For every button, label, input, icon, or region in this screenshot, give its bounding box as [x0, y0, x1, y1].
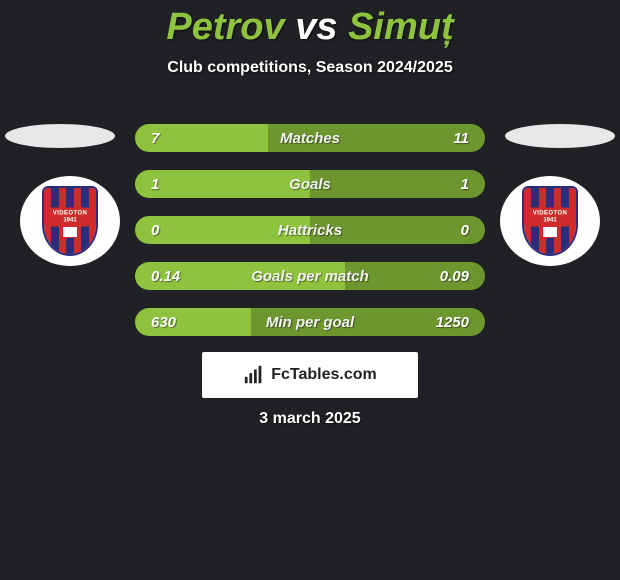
comparison-title: Petrov vs Simuț — [0, 0, 620, 49]
castle-icon — [542, 226, 558, 238]
player2-club-badge: VIDEOTON 1941 — [500, 176, 600, 266]
stat-row: 0.14 Goals per match 0.09 — [135, 262, 485, 290]
stat-left-fill — [135, 170, 310, 198]
player1-name: Petrov — [166, 6, 284, 48]
stat-value-left: 1 — [151, 176, 159, 193]
brand-text: FcTables.com — [271, 366, 377, 384]
stat-row: 630 Min per goal 1250 — [135, 308, 485, 336]
stat-value-left: 7 — [151, 130, 159, 147]
stat-label: Matches — [280, 130, 340, 147]
stat-value-left: 0 — [151, 222, 159, 239]
stat-row: 1 Goals 1 — [135, 170, 485, 198]
club-shield-icon: VIDEOTON 1941 — [522, 186, 578, 256]
player2-photo-placeholder — [505, 124, 615, 148]
bar-chart-icon — [243, 364, 265, 386]
competition-subtitle: Club competitions, Season 2024/2025 — [0, 59, 620, 77]
stat-label: Goals per match — [251, 268, 369, 285]
stat-label: Goals — [289, 176, 331, 193]
club-established: 1941 — [51, 218, 89, 224]
stat-value-right: 1250 — [436, 314, 469, 331]
stat-value-right: 0.09 — [440, 268, 469, 285]
stat-label: Min per goal — [266, 314, 354, 331]
shield-text: VIDEOTON 1941 — [49, 208, 91, 227]
club-shield-icon: VIDEOTON 1941 — [42, 186, 98, 256]
player1-club-badge: VIDEOTON 1941 — [20, 176, 120, 266]
club-name: VIDEOTON — [531, 211, 569, 217]
stats-container: 7Matches111Goals10Hattricks00.14Goals pe… — [135, 124, 485, 336]
stat-row: 0 Hattricks 0 — [135, 216, 485, 244]
stat-value-right: 1 — [461, 176, 469, 193]
stat-value-right: 11 — [453, 130, 469, 147]
club-established: 1941 — [531, 218, 569, 224]
stat-value-right: 0 — [461, 222, 469, 239]
castle-icon — [62, 226, 78, 238]
club-name: VIDEOTON — [51, 211, 89, 217]
player1-photo-placeholder — [5, 124, 115, 148]
vs-label: vs — [295, 6, 337, 48]
stat-row: 7 Matches 11 — [135, 124, 485, 152]
stat-value-left: 630 — [151, 314, 176, 331]
snapshot-date: 3 march 2025 — [0, 410, 620, 428]
shield-text: VIDEOTON 1941 — [529, 208, 571, 227]
player2-name: Simuț — [348, 6, 454, 48]
stat-value-left: 0.14 — [151, 268, 180, 285]
stat-label: Hattricks — [278, 222, 342, 239]
source-brand: FcTables.com — [202, 352, 418, 398]
